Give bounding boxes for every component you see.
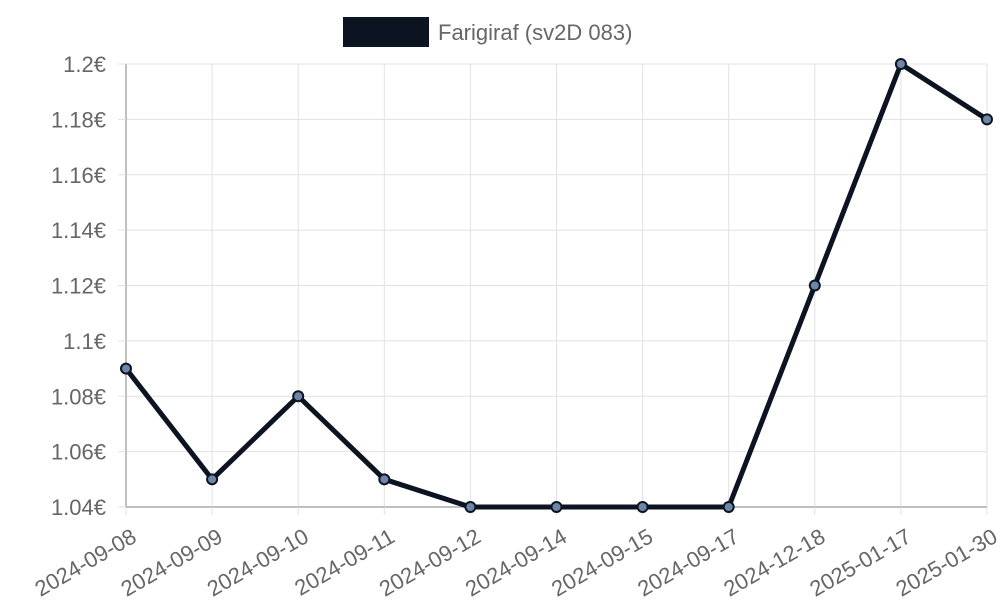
y-tick-label: 1.06€ xyxy=(51,440,106,465)
data-point[interactable] xyxy=(894,58,907,70)
y-tick-label: 1.14€ xyxy=(51,218,106,243)
x-axis-ticks: 2024-09-082024-09-092024-09-102024-09-11… xyxy=(31,507,1000,600)
series-layer xyxy=(120,58,993,513)
data-point[interactable] xyxy=(292,390,305,403)
y-tick-label: 1.16€ xyxy=(51,163,106,188)
data-point[interactable] xyxy=(206,473,219,486)
data-point[interactable] xyxy=(636,501,649,513)
y-tick-label: 1.2€ xyxy=(63,52,106,77)
y-axis-ticks: 1.04€ 1.06€ 1.08€ 1.1€ 1.12€ 1.14€ 1.16€ 1.18€ 1… xyxy=(51,52,126,520)
legend[interactable]: Farigiraf (sv2D 083) xyxy=(343,17,632,47)
data-point[interactable] xyxy=(120,362,132,375)
data-point[interactable] xyxy=(464,501,477,513)
y-tick-label: 1.18€ xyxy=(51,107,106,132)
y-tick-label: 1.12€ xyxy=(51,274,106,299)
data-point[interactable] xyxy=(722,501,735,513)
data-point[interactable] xyxy=(550,501,563,513)
y-tick-label: 1.1€ xyxy=(63,329,106,354)
data-point[interactable] xyxy=(981,113,993,126)
y-tick-label: 1.04€ xyxy=(51,495,106,520)
data-point[interactable] xyxy=(808,279,821,292)
data-point[interactable] xyxy=(378,473,391,486)
legend-swatch xyxy=(343,17,429,47)
y-tick-label: 1.08€ xyxy=(51,384,106,409)
legend-label: Farigiraf (sv2D 083) xyxy=(438,20,632,45)
